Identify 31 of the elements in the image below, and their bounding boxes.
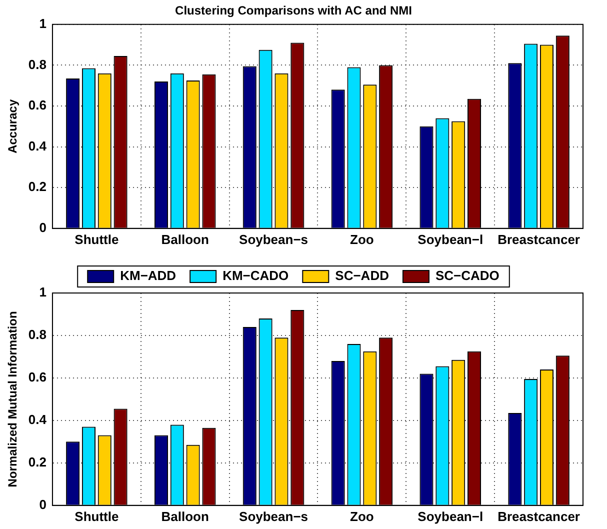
y-tick-label: 0.8: [28, 56, 46, 72]
x-tick-label: Breastcancer: [498, 508, 580, 524]
y-tick-label: 1: [39, 284, 46, 300]
legend-label: KM−CADO: [222, 268, 289, 284]
x-tick-label: Breastcancer: [498, 232, 580, 247]
y-tick-label: 0.6: [28, 98, 46, 113]
y-tick-label: 0.2: [28, 454, 46, 470]
x-tick-label: Balloon: [161, 232, 209, 247]
y-axis-title: Accuracy: [6, 99, 20, 154]
x-tick-label: Shuttle: [74, 508, 119, 524]
x-tick-label: Soybean−s: [239, 232, 308, 247]
y-tick-label: 0.4: [28, 138, 48, 154]
x-tick-label: Soybean−s: [239, 508, 308, 524]
x-tick-label: Zoo: [350, 508, 374, 524]
x-tick-label: Balloon: [161, 508, 209, 524]
y-tick-label: 0.2: [28, 179, 46, 194]
x-tick-label: Zoo: [350, 232, 374, 247]
legend-label: SC−ADD: [335, 268, 389, 284]
y-tick-label: 1: [39, 16, 46, 31]
y-tick-label: 0: [39, 496, 46, 512]
y-tick-label: 0.4: [28, 412, 48, 428]
legend-label: SC−CADO: [435, 268, 500, 284]
x-tick-label: Shuttle: [74, 232, 119, 247]
x-tick-label: Soybean−l: [418, 508, 484, 524]
legend-label: KM−ADD: [120, 268, 176, 284]
y-tick-label: 0.8: [28, 327, 46, 342]
chart-title: Clustering Comparisons with AC and NMI: [175, 4, 412, 18]
x-tick-label: Soybean−l: [418, 232, 484, 247]
y-tick-label: 0: [39, 220, 46, 235]
y-tick-label: 0.6: [28, 370, 46, 385]
y-axis-title: Normalized Mutual Information: [6, 311, 20, 488]
